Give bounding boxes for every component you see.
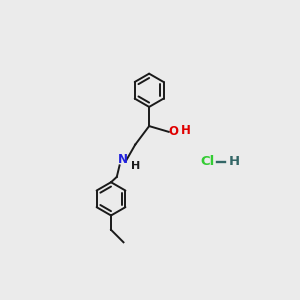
Text: H: H <box>229 155 240 168</box>
Text: H: H <box>181 124 191 137</box>
Text: N: N <box>118 153 128 166</box>
Text: H: H <box>131 161 140 171</box>
Text: Cl: Cl <box>200 155 214 168</box>
Text: O: O <box>169 125 179 138</box>
